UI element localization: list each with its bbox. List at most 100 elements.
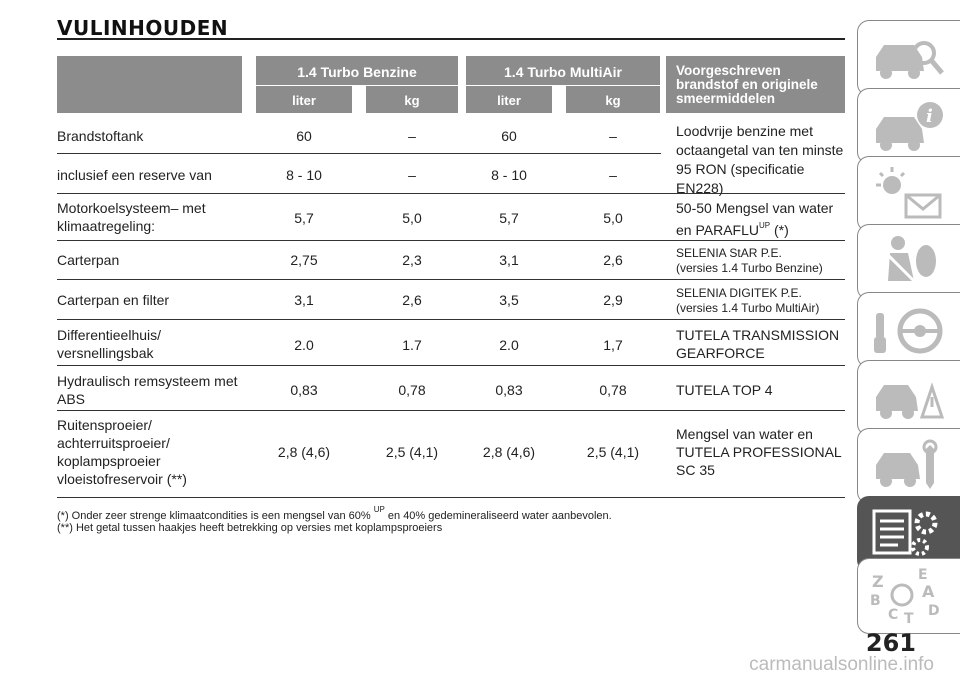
row-divider	[57, 193, 845, 194]
steering-controls-icon	[874, 308, 943, 354]
row-label: Carterpan	[57, 252, 120, 268]
product-footnote-ref: (*)	[770, 222, 789, 238]
header-kg: kg	[404, 93, 420, 108]
row-label: Brandstoftank	[57, 128, 144, 144]
page-number: 261	[865, 629, 916, 657]
row-label-line: Hydraulisch remsysteem met	[57, 373, 238, 389]
tab-warning-lights[interactable]	[857, 156, 960, 232]
value-cell: 0,78	[398, 382, 426, 398]
fuel-spec-line: octaangetal van ten minste	[676, 142, 844, 158]
fuel-spec-line: EN228)	[676, 180, 724, 196]
value-cell: 2,6	[402, 292, 422, 308]
product-line: SELENIA StAR P.E.	[676, 246, 782, 260]
row-label-line: achterruitsproeier/	[57, 435, 170, 451]
svg-text:Z: Z	[872, 572, 884, 591]
row-label-line: versnellingsbak	[57, 345, 154, 361]
value-cell: 5,7	[294, 210, 314, 226]
header-separator	[466, 85, 660, 86]
row-label-line: ABS	[57, 391, 86, 407]
value-cell: 5,0	[603, 210, 623, 226]
value-cell: –	[609, 128, 617, 144]
tab-maintenance[interactable]	[857, 428, 960, 504]
header-prescribed: Voorgeschreven brandstof en originele sm…	[676, 64, 846, 106]
row-label-line: koplampsproeier	[57, 453, 161, 469]
tab-emergency[interactable]	[857, 360, 960, 436]
svg-text:B: B	[870, 593, 881, 609]
value-cell: –	[408, 167, 416, 183]
tab-steering-controls[interactable]	[857, 292, 960, 368]
footnote-text: en 40% gedemineraliseerd water aanbevole…	[384, 510, 612, 522]
row-label-line: Differentieelhuis/	[57, 327, 162, 343]
fuel-spec-line: Loodvrije benzine met	[676, 123, 813, 139]
footnote-2: (**) Het getal tussen haakjes heeft betr…	[57, 522, 443, 534]
row-label: inclusief een reserve van	[57, 167, 212, 183]
product-cell: SELENIA StAR P.E. (versies 1.4 Turbo Ben…	[676, 246, 848, 276]
svg-text:T: T	[904, 611, 914, 627]
value-cell: 2,5 (4,1)	[385, 444, 439, 460]
svg-text:D: D	[928, 603, 940, 619]
page-title: VULINHOUDEN	[57, 16, 229, 40]
product-line: TUTELA PROFESSIONAL	[676, 444, 842, 460]
footnote-text: (*) Onder zeer strenge klimaatcondities …	[57, 510, 374, 522]
value-cell: 2,8 (4,6)	[277, 444, 331, 460]
product-cell: TUTELA TOP 4	[676, 382, 773, 398]
table-header	[57, 56, 845, 113]
value-cell: 2,8 (4,6)	[482, 444, 536, 460]
product-cell: 50-50 Mengsel van water en PARAFLUUP (*)	[676, 199, 848, 239]
value-cell: 2,5 (4,1)	[586, 444, 640, 460]
svg-text:E: E	[918, 567, 928, 583]
product-cell: SELENIA DIGITEK P.E. (versies 1.4 Turbo …	[676, 286, 848, 316]
car-info-icon: i	[876, 102, 943, 151]
header-separator	[256, 85, 458, 86]
tab-car-info[interactable]: i	[857, 88, 960, 164]
header-gap	[352, 86, 366, 113]
row-divider	[57, 279, 845, 280]
footnote-1: (*) Onder zeer strenge klimaatcondities …	[57, 505, 612, 522]
value-cell: 5,0	[402, 210, 422, 226]
svg-text:C: C	[888, 607, 898, 623]
title-divider	[57, 38, 845, 40]
value-cell: 0,78	[599, 382, 627, 398]
header-gap	[552, 86, 566, 113]
header-turbo-benzine: 1.4 Turbo Benzine	[297, 64, 417, 80]
header-prescribed-line: brandstof en originele	[676, 77, 818, 92]
watermark: carmanualsonline.info	[749, 654, 934, 675]
product-line: SELENIA DIGITEK P.E.	[676, 286, 802, 300]
product-line: TUTELA TRANSMISSION	[676, 327, 840, 343]
value-cell: 3,1	[294, 292, 314, 308]
header-liter: liter	[497, 93, 521, 108]
row-label: Hydraulisch remsysteem met ABS	[57, 372, 238, 408]
tab-alphabetical-index[interactable]: Z E B A C T D	[857, 558, 960, 634]
value-cell: 0,83	[495, 382, 523, 398]
airbag-safety-icon	[884, 236, 936, 285]
row-label-line: vloeistofreservoir (**)	[57, 471, 187, 487]
value-cell: 3,1	[499, 252, 519, 268]
value-cell: 8 - 10	[286, 167, 322, 183]
row-label: Carterpan en filter	[57, 292, 170, 308]
value-cell: –	[609, 167, 617, 183]
tab-car-search[interactable]	[857, 20, 960, 96]
fuel-spec-line: 95 RON (specificatie	[676, 161, 805, 177]
product-line: en PARAFLU	[676, 222, 759, 238]
header-turbo-multiair: 1.4 Turbo MultiAir	[504, 64, 622, 80]
value-cell: –	[408, 128, 416, 144]
value-cell: 2.0	[294, 337, 314, 353]
value-cell: 60	[501, 128, 517, 144]
value-cell: 3,5	[499, 292, 519, 308]
value-cell: 5,7	[499, 210, 519, 226]
value-cell: 2.0	[499, 337, 519, 353]
header-gap	[660, 56, 666, 113]
row-label: Differentieelhuis/ versnellingsbak	[57, 326, 161, 362]
row-label-line: Ruitensproeier/	[57, 417, 152, 433]
value-cell: 2,6	[603, 252, 623, 268]
tab-airbag-safety[interactable]	[857, 224, 960, 300]
technical-data-icon	[872, 509, 938, 556]
row-divider	[57, 319, 845, 320]
value-cell: 2,3	[402, 252, 422, 268]
value-cell: 60	[296, 128, 312, 144]
header-gap	[242, 56, 256, 113]
header-kg: kg	[605, 93, 621, 108]
row-divider	[57, 410, 845, 411]
emergency-icon	[876, 382, 945, 419]
product-cell: Mengsel van water en TUTELA PROFESSIONAL…	[676, 425, 848, 479]
